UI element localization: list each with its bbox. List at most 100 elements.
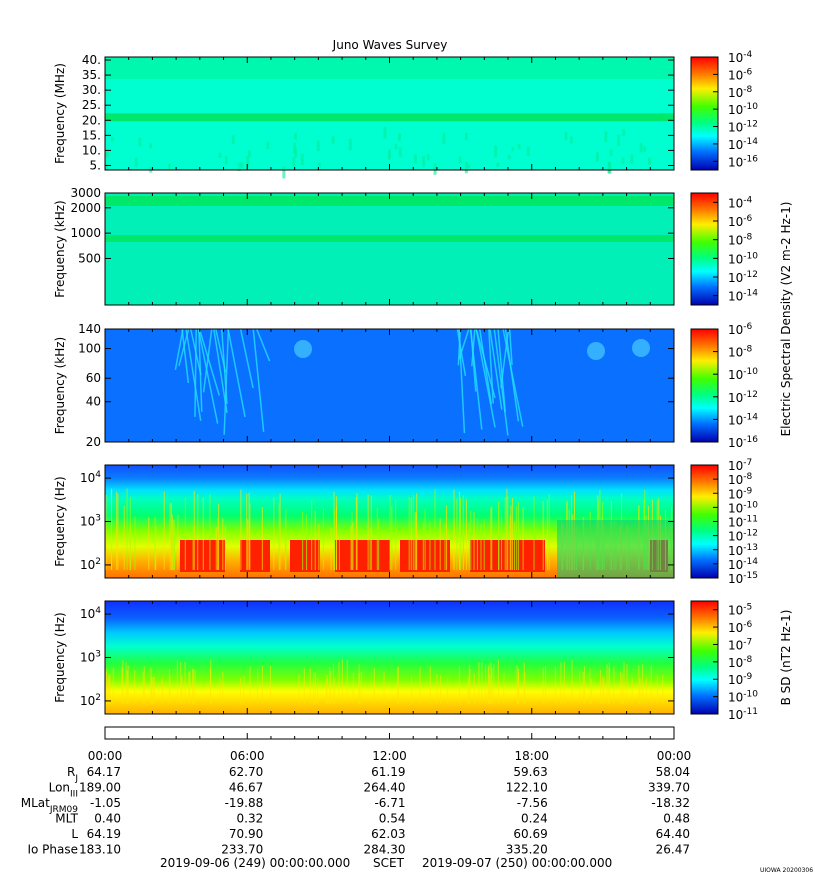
radio-burst [181,328,190,383]
x-tick-label: 12:00 [372,749,407,763]
colorbar-tick-label: 10-9 [728,672,753,687]
emission-band [105,235,674,242]
emission-band [105,196,674,206]
colorbar-tick-label: 10-10 [728,500,758,515]
ephemeris-value: 183.10 [79,843,121,857]
radio-burst [478,328,493,405]
radio-burst [493,328,509,436]
colorbar-gradient [690,56,719,171]
ephemeris-value: 335.20 [506,843,548,857]
noise-patch [643,146,647,152]
colorbar-tick-label: 10-4 [728,195,753,210]
noise-patch [622,129,626,137]
noise-patch [231,135,235,144]
colorbar-tick-label: 10-6 [728,214,753,229]
ephemeris-value: 0.48 [663,812,690,826]
colorbar-tick-label: 10-10 [728,251,758,266]
colorbar-tick-label: 10-10 [728,690,758,705]
y-tick-label: 25. [82,98,101,112]
noise-patch [138,137,142,147]
noise-patch [398,147,402,157]
colorbar-tick-label: 10-14 [728,137,758,152]
noise-patch [607,161,611,174]
radio-burst [174,328,184,371]
noise-patch [388,149,392,160]
ephemeris-row-label: MLT [55,812,78,826]
y-axis-label: Frequency (kHz) [53,200,67,297]
noise-patch [609,149,613,157]
noise-patch [639,142,643,153]
colorbar: 10-6 10-8 10-10 10-12 10-14 10-16 [690,322,758,450]
y-tick-label: 102 [80,693,101,708]
ephemeris-row-label: LonIII [49,781,78,800]
time-axis-label: SCET [373,856,405,870]
time-end-label: 2019-09-07 (250) 00:00:00.000 [422,856,612,870]
intense-segment [240,540,270,572]
ephemeris-value: 64.40 [656,827,690,841]
noise-patch [149,143,153,149]
x-tick-label: 18:00 [514,749,549,763]
colorbar-gradient [690,328,719,443]
ephemeris-value: 0.32 [237,812,264,826]
colorbar-tick-label: 10-8 [728,655,753,670]
ephemeris-value: 284.30 [364,843,406,857]
radio-burst [178,328,190,366]
colorbar-tick-label: 10-12 [728,390,758,405]
colorbar-tick-label: 10-5 [728,603,752,618]
colorbar-tick-label: 10-16 [728,154,758,169]
spectrogram-panel: 104 103 102 Frequency (Hz) [53,464,675,579]
colorbar-label: Electric Spectral Density (V2 m-2 Hz-1) [779,202,793,437]
radio-burst [475,328,496,428]
noise-patch [647,157,651,165]
noise-patch [292,157,296,168]
noise-patch [596,152,600,162]
emission-band [105,113,674,122]
colorbar-tick-label: 10-6 [728,322,753,337]
colorbar-tick-label: 10-11 [728,515,758,530]
radio-burst [489,328,503,410]
y-tick-label: 20. [82,113,101,127]
noise-patch [316,140,320,152]
y-tick-label: 40 [86,395,101,409]
noise-patch [397,133,401,141]
spectrogram-panel: 140 100 60 40 20 Frequency (kHz) [53,322,675,449]
ephemeris-value: -1.05 [90,796,121,810]
ephemeris-value: 64.19 [87,827,121,841]
colorbar-tick-label: 10-12 [728,529,758,544]
y-tick-label: 30. [82,83,101,97]
ephemeris-value: 122.10 [506,781,548,795]
radio-burst [198,328,220,396]
colorbar-tick-label: 10-15 [728,571,758,586]
noise-patch [246,156,250,168]
y-axis-label: Frequency (Hz) [53,476,67,567]
y-tick-label: 40. [82,53,101,67]
y-tick-label: 104 [80,470,101,485]
colorbar-label: B SD (nT2 Hz-1) [779,610,793,706]
noise-patch [240,162,244,169]
ephemeris-value: 339.70 [648,781,690,795]
y-tick-label: 60 [86,371,101,385]
colorbar-tick-label: 10-11 [728,707,758,722]
y-tick-label: 1000 [70,226,101,240]
y-axis-label: Frequency (MHz) [53,63,67,164]
colorbar-tick-label: 10-7 [728,458,752,473]
y-tick-label: 102 [80,557,101,572]
noise-patch [218,152,222,158]
noise-patch [511,146,515,152]
x-tick-label: 00:00 [88,749,123,763]
ephemeris-value: 189.00 [79,781,121,795]
time-start-label: 2019-09-06 (249) 00:00:00.000 [160,856,350,870]
noise-patch [442,132,446,144]
radio-burst [458,328,470,360]
colorbar: 10-4 10-6 10-8 10-10 10-12 10-14 10-16 [690,50,758,171]
radio-burst [500,328,510,388]
colorbar-tick-label: 10-14 [728,557,758,572]
noise-patch [433,163,437,175]
x-tick-label: 00:00 [657,749,692,763]
noise-patch [564,131,568,141]
spectrogram-fill [105,601,674,714]
y-tick-label: 15. [82,128,101,142]
credit-label: UIOWA 20200306 [760,867,813,874]
